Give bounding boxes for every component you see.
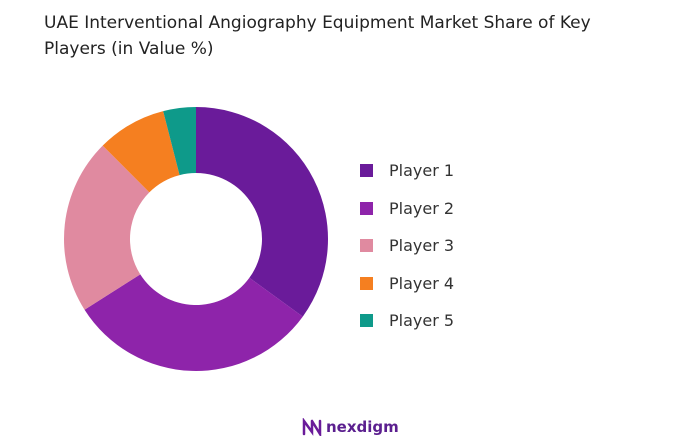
nexdigm-logo-icon — [302, 418, 322, 436]
legend-swatch — [360, 164, 373, 178]
legend-swatch — [360, 276, 373, 290]
chart-title: UAE Interventional Angiography Equipment… — [44, 13, 591, 59]
legend-label: Player 1 — [389, 161, 455, 181]
legend-label: Player 4 — [389, 273, 455, 293]
slice-player-3 — [63, 145, 150, 310]
legend-swatch — [360, 314, 373, 328]
brand-name: nexdigm — [326, 418, 399, 436]
legend-label: Player 2 — [389, 198, 455, 218]
legend-swatch — [360, 239, 373, 253]
legend-item: Player 4 — [360, 265, 454, 303]
legend-swatch — [360, 201, 373, 215]
legend-item: Player 2 — [360, 190, 454, 228]
slice-player-5 — [163, 107, 196, 176]
slice-player-1 — [196, 107, 329, 317]
legend-label: Player 3 — [389, 236, 455, 256]
slice-player-4 — [102, 111, 180, 193]
brand-logo: nexdigm — [302, 418, 399, 436]
legend-item: Player 3 — [360, 227, 454, 265]
slice-player-2 — [84, 274, 303, 372]
legend-label: Player 5 — [389, 311, 455, 331]
legend-item: Player 1 — [360, 152, 454, 190]
legend: Player 1 Player 2 Player 3 Player 4 Player 5 — [360, 152, 454, 340]
legend-item: Player 5 — [360, 302, 454, 340]
